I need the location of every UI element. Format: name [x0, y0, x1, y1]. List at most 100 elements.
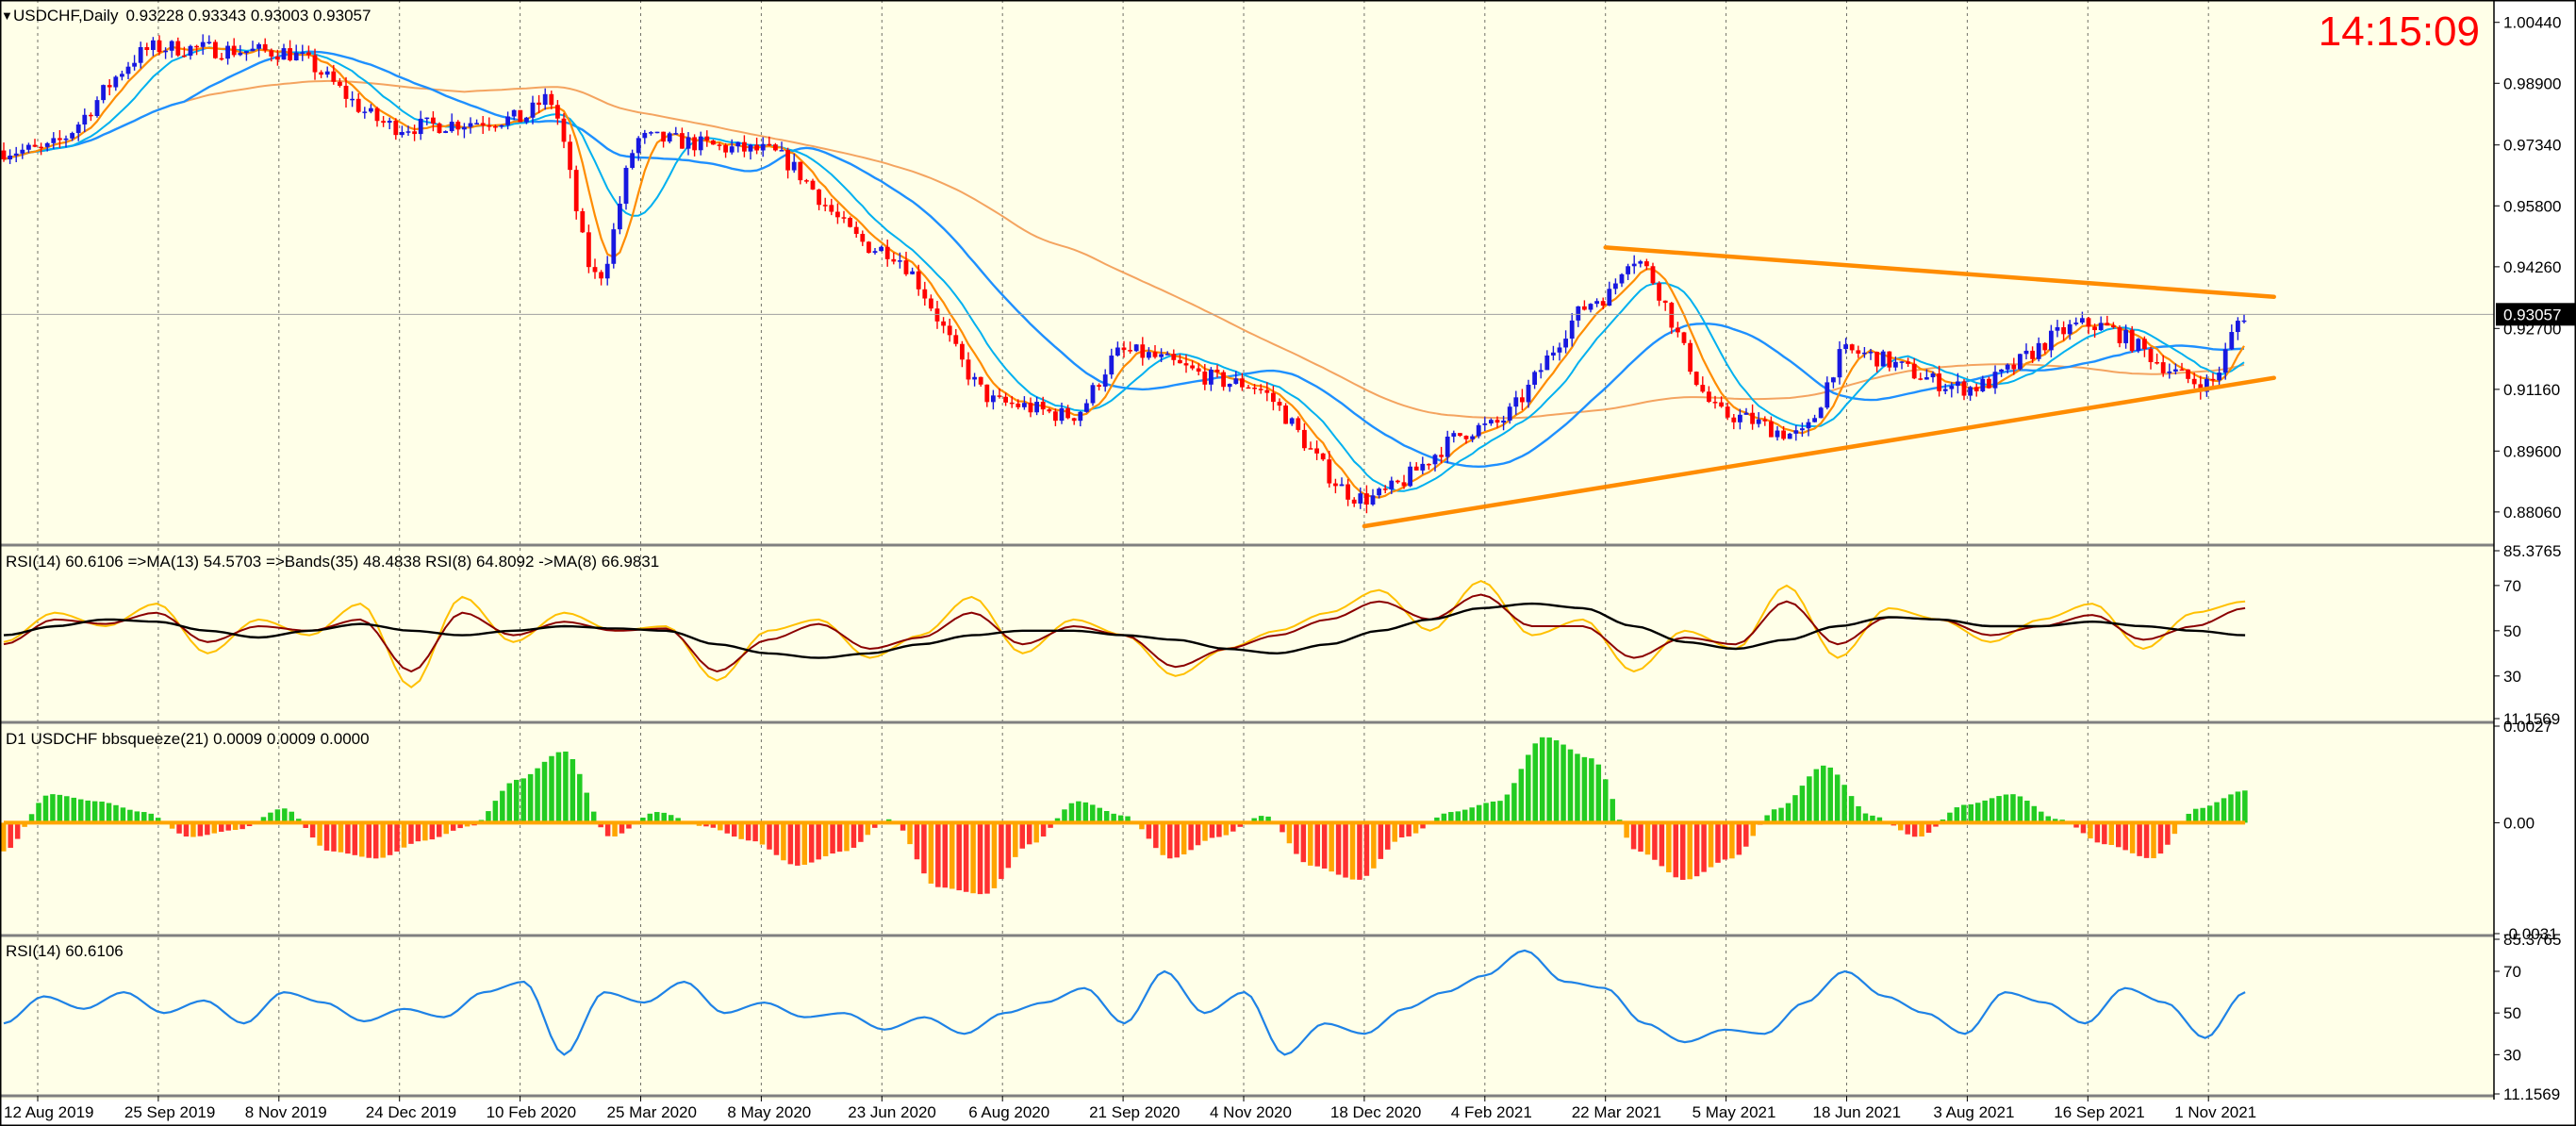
candle-body: [418, 118, 423, 135]
squeeze-bar: [2102, 822, 2107, 845]
candle-body: [1097, 385, 1101, 387]
squeeze-bar: [1708, 822, 1714, 868]
rsi-panel[interactable]: RSI(14) 60.6106: [3, 942, 2246, 1056]
candle-body: [1040, 402, 1046, 410]
squeeze-bar: [22, 822, 27, 827]
squeeze-bar: [1715, 822, 1721, 863]
squeeze-bar: [197, 822, 204, 836]
squeeze-bar: [1265, 816, 1271, 823]
header-arrow-icon[interactable]: ▼: [1, 8, 13, 23]
x-tick-label: 18 Jun 2021: [1813, 1103, 1902, 1121]
candle-body: [2186, 369, 2190, 379]
squeeze-bar: [520, 778, 526, 823]
candle-body: [412, 131, 417, 135]
candle-body: [2155, 362, 2159, 364]
squeeze-bar: [1209, 822, 1215, 838]
candle-body: [2098, 323, 2104, 331]
squeeze-bar: [1082, 802, 1089, 823]
candle-body: [1439, 455, 1444, 457]
squeeze-bar: [1469, 807, 1475, 823]
squeeze-bar: [549, 755, 554, 823]
candle-body: [1588, 304, 1593, 310]
candle-body: [75, 124, 81, 134]
candle-body: [2092, 326, 2097, 331]
squeeze-bar: [437, 822, 442, 837]
candle-body: [1538, 370, 1544, 373]
bbsqueeze-panel[interactable]: D1 USDCHF bbsqueeze(21) 0.0009 0.0009 0.…: [1, 730, 2248, 895]
candle-body: [200, 41, 206, 47]
candle-body: [1631, 263, 1637, 267]
y-tick-label: 0.98900: [2503, 75, 2561, 92]
candle-body: [1937, 373, 1941, 391]
candle-body: [1427, 463, 1431, 466]
candle-body: [157, 40, 162, 53]
squeeze-bar: [268, 812, 273, 823]
squeeze-bar: [1778, 807, 1784, 823]
candle-body: [1358, 493, 1363, 504]
squeeze-bar: [260, 817, 267, 823]
squeeze-bar: [1476, 804, 1482, 823]
squeeze-bar: [1, 822, 7, 852]
candle-body: [1078, 411, 1083, 422]
squeeze-bar: [970, 822, 976, 894]
candle-body: [32, 144, 38, 147]
candle-body: [1470, 436, 1475, 439]
candle-body: [188, 45, 193, 57]
candle-body: [1756, 419, 1761, 424]
candle-body: [1551, 352, 1556, 356]
candle-body: [1880, 351, 1886, 367]
squeeze-bar: [57, 794, 63, 823]
candle-body: [269, 50, 274, 57]
candle-body: [101, 85, 106, 101]
candle-body: [2049, 330, 2054, 351]
candle-body: [219, 58, 224, 60]
rsi-bands-panel[interactable]: RSI(14) 60.6106 =>MA(13) 54.5703 =>Bands…: [3, 553, 2246, 689]
squeeze-bar: [1989, 798, 1995, 823]
candle-body: [1849, 344, 1855, 351]
squeeze-bar: [2129, 822, 2136, 853]
squeeze-bar: [2080, 822, 2087, 834]
candle-body: [667, 133, 672, 142]
candle-body: [1638, 261, 1643, 264]
squeeze-bar: [1068, 803, 1075, 823]
x-tick-label: 5 May 2021: [1693, 1103, 1776, 1121]
candle-body: [1420, 463, 1426, 471]
candle-body: [922, 289, 928, 299]
candle-body: [692, 137, 697, 151]
y-tick-label: 50: [2503, 622, 2521, 640]
price-panel[interactable]: USDCHF,Daily 0.93228 0.93343 0.93003 0.93…: [0, 7, 2494, 529]
candle-body: [698, 136, 703, 151]
squeeze-bar: [176, 822, 182, 834]
candle-body: [1956, 381, 1960, 387]
squeeze-bar: [28, 814, 35, 823]
squeeze-bar: [1603, 779, 1609, 823]
trendlines[interactable]: [1362, 245, 2276, 529]
squeeze-bar: [1679, 822, 1686, 880]
candle-body: [1781, 430, 1786, 439]
candle-body: [860, 234, 866, 242]
squeeze-bar: [85, 800, 91, 823]
squeeze-bar: [1412, 822, 1419, 834]
candle-body: [437, 123, 442, 134]
squeeze-bar: [1813, 769, 1820, 823]
squeeze-bar: [1216, 822, 1222, 837]
squeeze-bar: [1174, 822, 1180, 858]
candle-body: [1843, 344, 1848, 350]
squeeze-bar: [1764, 815, 1770, 823]
squeeze-bar: [1581, 756, 1588, 823]
squeeze-bar: [1090, 804, 1096, 823]
squeeze-bar: [640, 818, 646, 823]
candle-body: [350, 98, 355, 101]
candle-body: [1283, 406, 1288, 424]
candle-body: [1065, 407, 1070, 419]
candle-body: [1164, 354, 1170, 356]
candle-body: [1445, 436, 1450, 457]
squeeze-bar: [394, 822, 400, 852]
squeeze-bar: [1610, 799, 1615, 823]
squeeze-bar: [141, 812, 147, 823]
candle-body: [1987, 378, 1991, 389]
candle-body: [853, 226, 859, 235]
candle-body: [991, 395, 996, 403]
